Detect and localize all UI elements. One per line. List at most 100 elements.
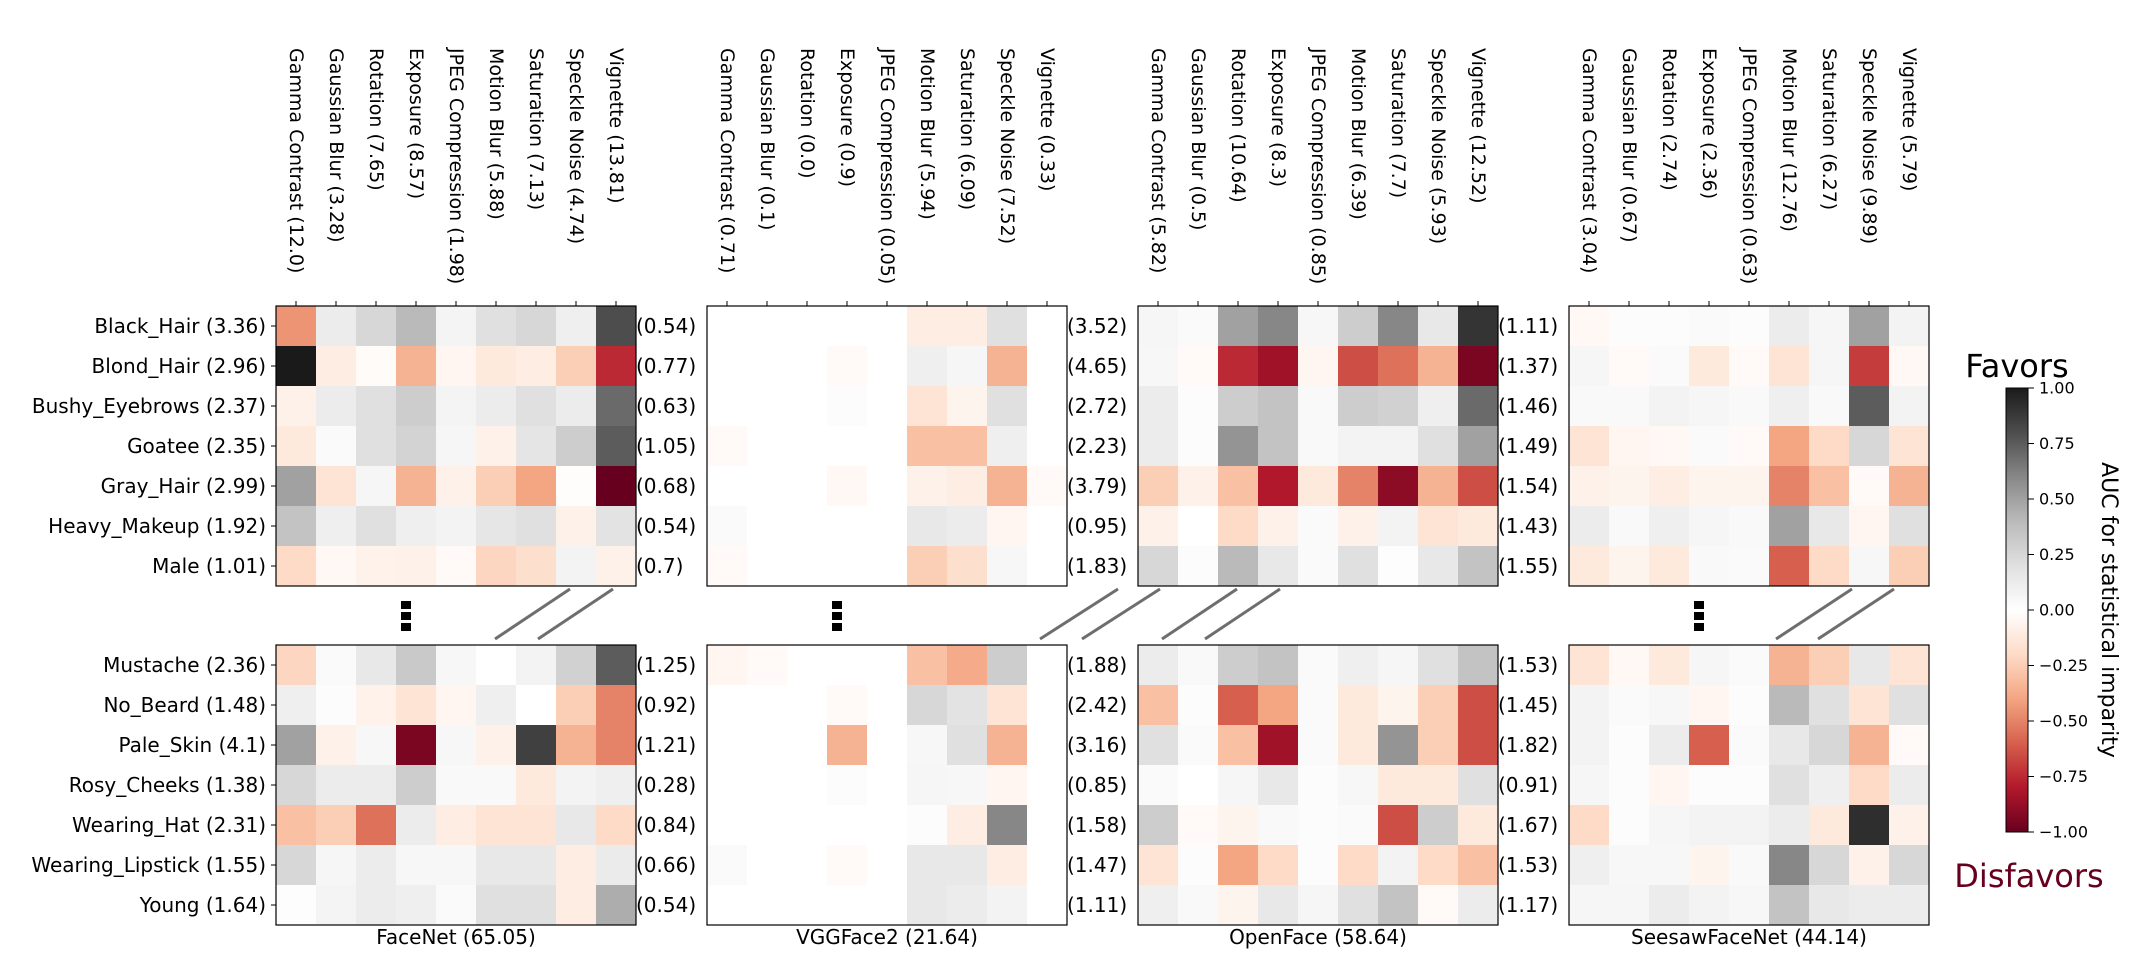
heatmap-cell [1649, 546, 1689, 586]
axis-break-line [537, 587, 614, 641]
heatmap-cell [1218, 426, 1258, 466]
heatmap-cell [316, 685, 356, 725]
row-label: Male (1.01) [152, 554, 266, 578]
heatmap-cell [356, 546, 396, 586]
row-value-label: (3.16) [1067, 733, 1127, 757]
row-label: Young (1.64) [139, 893, 266, 917]
heatmap-cell [1769, 805, 1809, 845]
heatmap-cell [1849, 805, 1889, 845]
heatmap-cell [1298, 805, 1338, 845]
row-label: Bushy_Eyebrows (2.37) [32, 394, 266, 418]
heatmap-cell [707, 466, 747, 506]
heatmap-cell [1027, 765, 1067, 805]
heatmap-cell [867, 725, 907, 765]
row-label: Mustache (2.36) [103, 653, 266, 677]
heatmap-cell [1689, 346, 1729, 386]
heatmap-cell [1729, 645, 1769, 685]
heatmap-cell [1418, 725, 1458, 765]
row-value-label: (1.47) [1067, 853, 1127, 877]
heatmap-cell [907, 765, 947, 805]
heatmap-cell [436, 685, 476, 725]
heatmap-cell [596, 546, 636, 586]
ellipsis-marker [1694, 612, 1704, 620]
heatmap-cell [1138, 885, 1178, 925]
heatmap-cell [516, 805, 556, 845]
heatmap-cell [596, 845, 636, 885]
heatmap-cell [827, 306, 867, 346]
row-value-label: (0.28) [636, 773, 696, 797]
heatmap-cell [1138, 685, 1178, 725]
heatmap-cell [1458, 546, 1498, 586]
heatmap-cell [596, 725, 636, 765]
heatmap-cell [596, 346, 636, 386]
heatmap-cell [1298, 765, 1338, 805]
heatmap-cell [596, 506, 636, 546]
heatmap-cell [947, 685, 987, 725]
heatmap-cell [1338, 546, 1378, 586]
heatmap-cell [1889, 386, 1929, 426]
column-label: Exposure (2.36) [1698, 48, 1720, 199]
heatmap-cell [596, 426, 636, 466]
column-label: Motion Blur (5.88) [485, 48, 507, 220]
heatmap-cell [987, 805, 1027, 845]
heatmap-cell [1218, 466, 1258, 506]
heatmap-cell [1689, 645, 1729, 685]
heatmap-cell [1889, 506, 1929, 546]
heatmap-cell [947, 466, 987, 506]
heatmap-cell [356, 506, 396, 546]
heatmap-cell [867, 466, 907, 506]
heatmap-cell [396, 426, 436, 466]
heatmap-cell [396, 386, 436, 426]
row-label: Blond_Hair (2.96) [92, 354, 266, 378]
heatmap-cell [947, 346, 987, 386]
heatmap-cell [1458, 725, 1498, 765]
heatmap-cell [1569, 845, 1609, 885]
heatmap-cell [947, 885, 987, 925]
heatmap-cell [1418, 765, 1458, 805]
heatmap-cell [827, 546, 867, 586]
heatmap-cell [947, 645, 987, 685]
column-label: JPEG Compression (0.63) [1738, 47, 1760, 284]
ellipsis-marker [832, 601, 842, 609]
heatmap-cell [1569, 426, 1609, 466]
heatmap-cell [556, 346, 596, 386]
heatmap-cell [1338, 466, 1378, 506]
heatmap-cell [1378, 685, 1418, 725]
heatmap-cell [787, 845, 827, 885]
heatmap-cell [1769, 725, 1809, 765]
heatmap-cell [356, 805, 396, 845]
heatmap-cell [1218, 725, 1258, 765]
heatmap-cell [316, 346, 356, 386]
column-label: Gaussian Blur (0.1) [756, 48, 778, 230]
heatmap-cell [1298, 426, 1338, 466]
heatmap-cell [396, 885, 436, 925]
heatmap-cell [596, 466, 636, 506]
heatmap-cell [1689, 805, 1729, 845]
heatmap-cell [1418, 506, 1458, 546]
heatmap-cell [1338, 306, 1378, 346]
heatmap-cell [1458, 645, 1498, 685]
heatmap-cell [1569, 645, 1609, 685]
heatmap-cell [1809, 805, 1849, 845]
column-label: Rotation (7.65) [365, 48, 387, 191]
heatmap-cell [707, 845, 747, 885]
heatmap-cell [747, 506, 787, 546]
heatmap-cell [1298, 885, 1338, 925]
panel-title: FaceNet (65.05) [376, 925, 536, 949]
row-value-label: (1.55) [1498, 554, 1558, 578]
heatmap-cell [476, 885, 516, 925]
heatmap-cell [276, 845, 316, 885]
heatmap-cell [1258, 346, 1298, 386]
row-value-label: (0.66) [636, 853, 696, 877]
heatmap-cell [787, 725, 827, 765]
heatmap-cell [1298, 685, 1338, 725]
column-label: Motion Blur (12.76) [1778, 48, 1800, 232]
heatmap-cell [596, 885, 636, 925]
heatmap-cell [556, 466, 596, 506]
column-label: Exposure (8.57) [405, 48, 427, 199]
heatmap-cell [356, 466, 396, 506]
column-label: Speckle Noise (4.74) [565, 48, 587, 244]
row-value-label: (2.42) [1067, 693, 1127, 717]
heatmap-cell [827, 805, 867, 845]
heatmap-cell [1649, 426, 1689, 466]
